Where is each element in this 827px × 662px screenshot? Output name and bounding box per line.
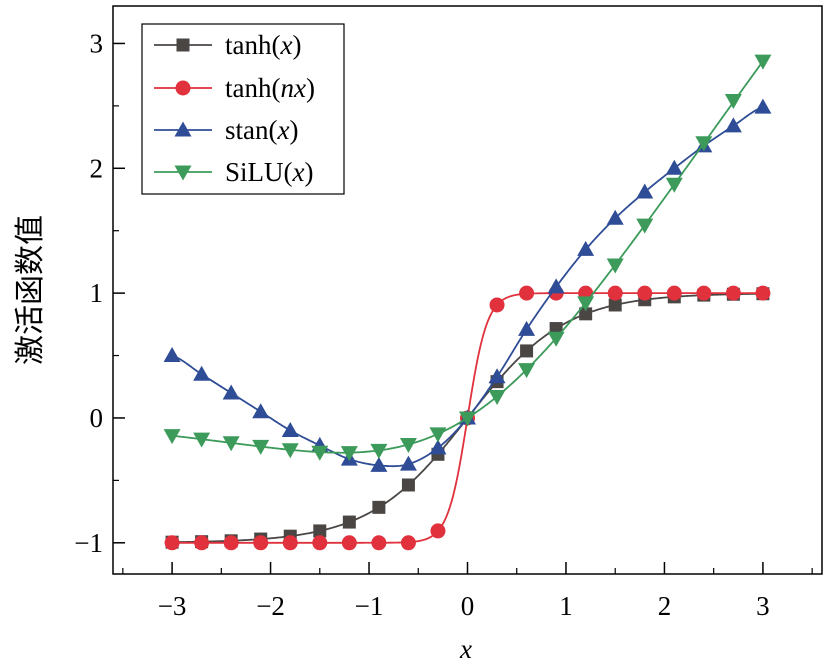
data-point: [608, 298, 622, 312]
data-point: [253, 535, 269, 551]
data-point: [754, 54, 772, 70]
data-point: [547, 331, 565, 347]
data-point: [665, 159, 683, 175]
data-point: [518, 320, 536, 336]
data-point: [252, 403, 270, 419]
x-tick-label: −2: [256, 591, 285, 621]
y-tick-label: 0: [90, 403, 104, 433]
legend-marker: [175, 80, 191, 96]
y-axis-ticks: −1 0 1 2 3: [74, 28, 125, 558]
data-point: [755, 285, 771, 301]
data-point: [636, 218, 654, 234]
legend-marker: [174, 165, 192, 181]
data-point: [222, 384, 240, 400]
data-point: [340, 446, 358, 462]
data-point: [459, 411, 476, 427]
data-point: [164, 535, 180, 551]
data-point: [193, 365, 211, 381]
y-tick-label: 2: [90, 153, 104, 183]
data-point: [282, 535, 298, 551]
data-point: [725, 285, 741, 301]
data-point: [163, 429, 181, 445]
data-point: [606, 209, 624, 225]
y-axis-label: 激活函数值: [13, 215, 48, 365]
x-tick-label: −1: [355, 591, 384, 621]
data-point: [665, 177, 683, 193]
x-tick-label: −3: [158, 591, 187, 621]
series-silux: [163, 54, 772, 462]
y-tick-label: 1: [90, 278, 104, 308]
y-tick-label: −1: [74, 528, 103, 558]
data-point: [401, 478, 415, 492]
data-point: [488, 389, 506, 405]
data-point: [488, 368, 506, 384]
data-point: [341, 535, 357, 551]
x-axis-ticks: −3 −2 −1 0 1 2 3: [122, 562, 813, 621]
data-point: [666, 285, 682, 301]
data-point: [281, 421, 299, 437]
legend: tanh(x) tanh(nx) stan(x) SiLU(x): [141, 23, 345, 195]
data-point: [252, 439, 270, 455]
data-point: [577, 240, 595, 256]
series-tanhnx: [164, 285, 771, 551]
legend-label: tanh(x): [225, 30, 301, 60]
data-point: [370, 456, 388, 472]
data-point: [489, 297, 505, 313]
data-point: [724, 94, 742, 110]
legend-label: SiLU(x): [225, 157, 313, 187]
data-point: [430, 523, 446, 539]
data-point: [312, 535, 328, 551]
x-tick-label: 3: [756, 591, 770, 621]
data-point: [636, 183, 654, 199]
data-point: [518, 363, 536, 379]
legend-marker: [174, 121, 192, 137]
data-point: [311, 445, 329, 461]
data-point: [223, 535, 239, 551]
data-point: [400, 535, 416, 551]
legend-label: tanh(nx): [225, 73, 315, 103]
data-point: [429, 439, 447, 455]
data-point: [695, 136, 713, 152]
legend-entry: stan(x): [154, 115, 298, 145]
data-point: [399, 455, 417, 471]
data-point: [606, 258, 624, 274]
data-point: [637, 285, 653, 301]
data-point: [696, 285, 712, 301]
data-point: [313, 524, 327, 538]
legend-label: stan(x): [225, 115, 298, 145]
legend-entry: tanh(x): [154, 30, 301, 60]
x-tick-label: 2: [658, 591, 672, 621]
data-point: [579, 307, 593, 321]
x-axis-label: x: [459, 634, 472, 662]
y-tick-label: 3: [90, 28, 104, 58]
data-point: [577, 296, 595, 312]
data-point: [371, 535, 387, 551]
legend-entry: SiLU(x): [154, 157, 313, 187]
data-point: [222, 436, 240, 452]
data-point: [342, 515, 356, 529]
legend-entry: tanh(nx): [154, 73, 315, 103]
data-point: [370, 443, 388, 459]
x-tick-label: 0: [461, 591, 475, 621]
data-point: [520, 344, 534, 358]
data-point: [547, 278, 565, 294]
data-point: [281, 443, 299, 459]
x-tick-label: 1: [559, 591, 573, 621]
data-point: [372, 500, 386, 514]
data-point: [163, 347, 181, 363]
data-point: [724, 117, 742, 133]
data-point: [429, 427, 447, 443]
legend-marker: [176, 38, 190, 52]
data-point: [194, 535, 210, 551]
data-point: [607, 285, 623, 301]
data-point: [399, 438, 417, 454]
data-point: [754, 98, 772, 114]
data-point: [519, 285, 535, 301]
data-point: [193, 432, 211, 448]
series-layer: [163, 54, 772, 551]
